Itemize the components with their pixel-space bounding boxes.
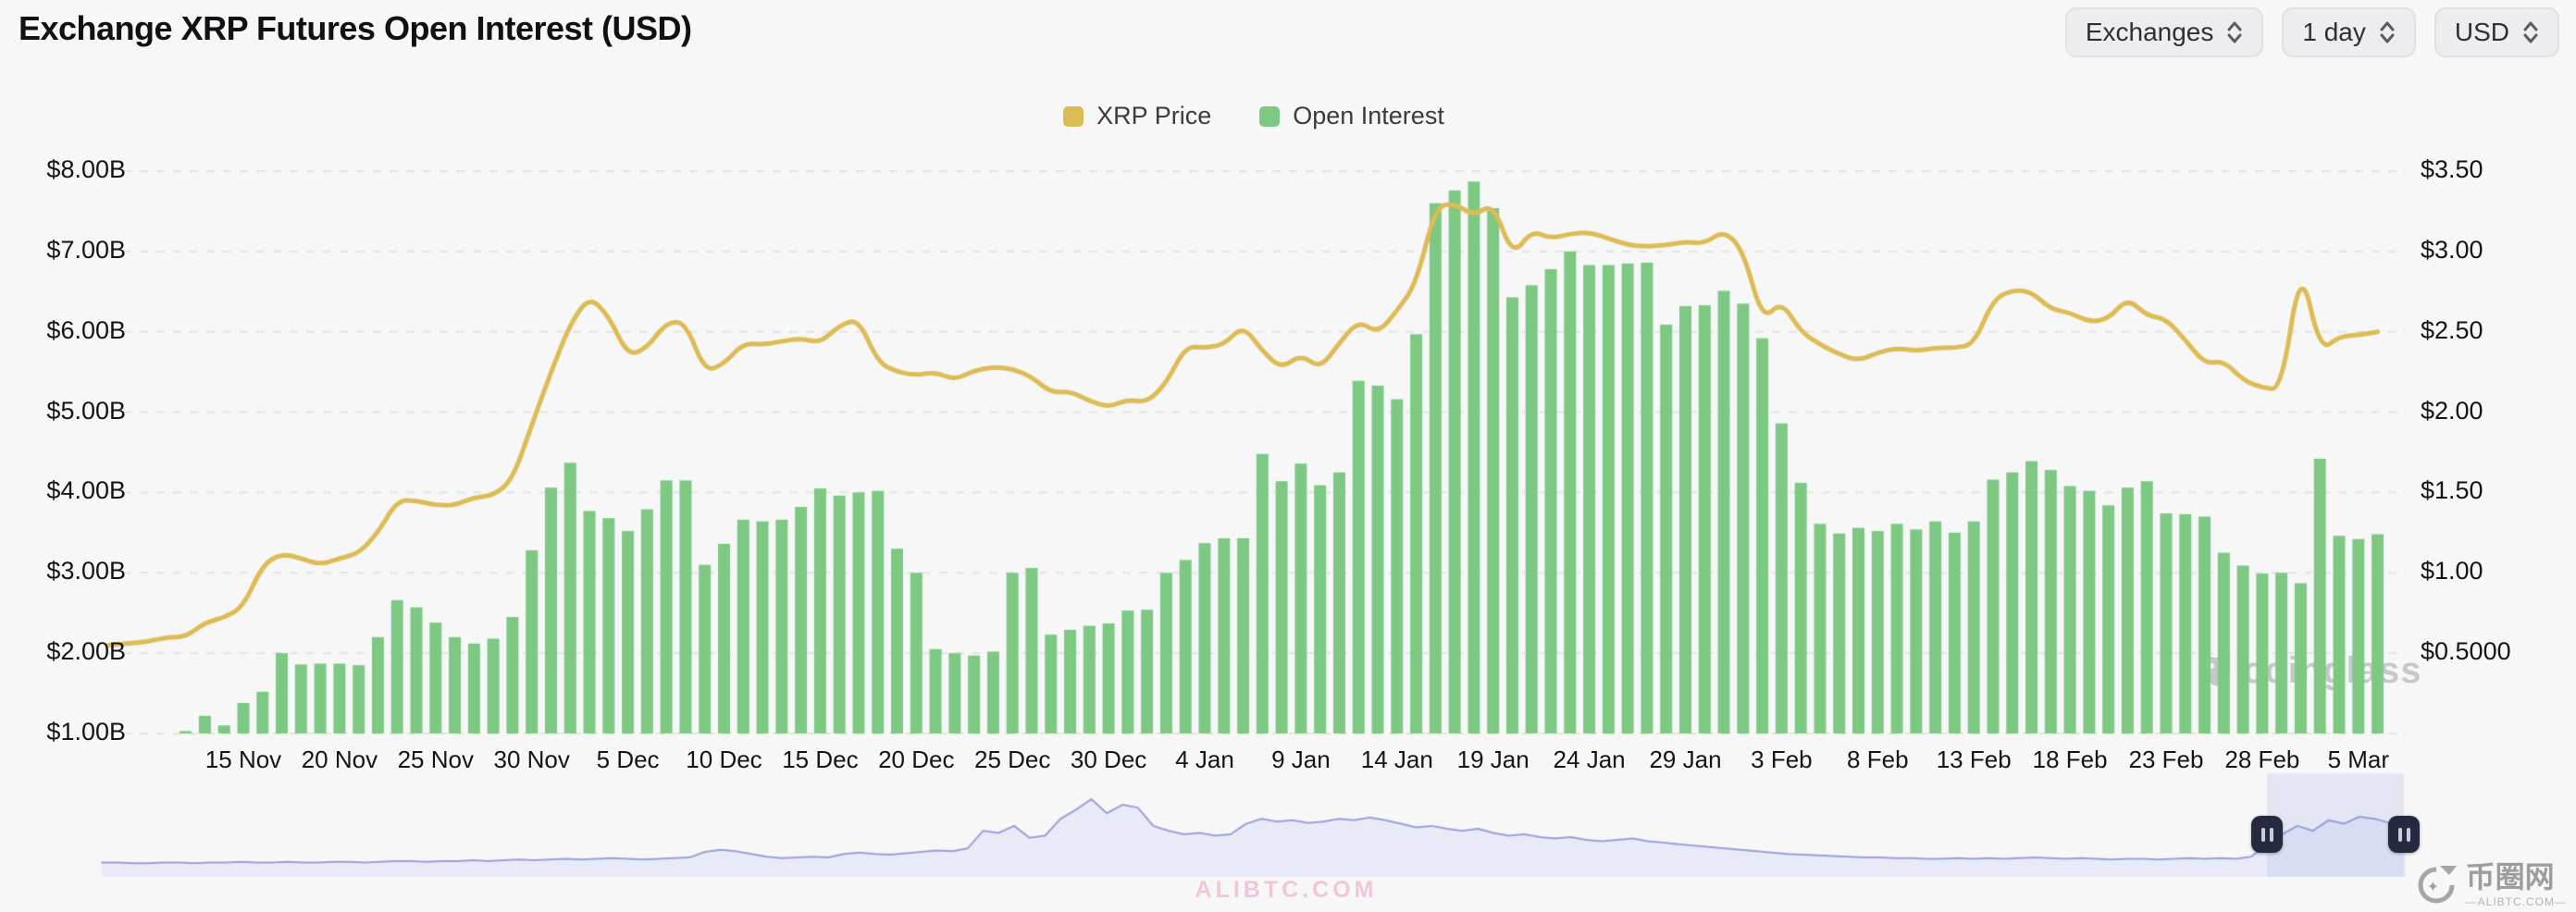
updown-chevron-icon [2379,20,2396,44]
y-axis-right-label: $1.50 [2421,476,2483,505]
x-axis-label: 9 Jan [1271,746,1331,773]
x-axis-label: 25 Dec [973,746,1051,773]
legend-swatch [1063,105,1084,127]
legend-label: XRP Price [1096,102,1212,129]
chart-legend: XRP Price Open Interest [102,102,2406,130]
x-axis-label: 8 Feb [1847,746,1909,773]
x-axis-label: 20 Nov [301,746,378,773]
dropdown-1-day[interactable]: 1 day [2282,7,2416,57]
legend-item-xrp-price[interactable]: XRP Price [1063,102,1211,130]
star-icon: ✦ [2426,880,2440,895]
x-axis-label: 4 Jan [1175,746,1234,773]
biquanwang-logo-icon: ✦ [2414,863,2458,907]
updown-chevron-icon [2522,20,2539,44]
y-axis-left-label: $3.00B [46,557,126,585]
x-axis-label: 23 Feb [2128,746,2204,773]
y-axis-left-label: $6.00B [46,315,126,344]
coinglass-watermark: coinglass [2200,649,2422,693]
y-axis-right-label: $2.00 [2421,396,2483,425]
x-axis-label: 5 Dec [596,746,660,773]
x-axis-label: 24 Jan [1553,746,1626,773]
y-axis-left-label: $4.00B [46,476,126,505]
y-axis-right-label: $3.00 [2421,235,2483,264]
y-axis-left-label: $8.00B [46,155,126,183]
x-axis-label: 25 Nov [397,746,474,773]
x-axis-label: 20 Dec [878,746,955,773]
x-axis-label: 18 Feb [2032,746,2108,773]
biquanwang-sub: —ALIBTC.COM— [2465,895,2567,908]
x-axis-label: 15 Dec [782,746,859,773]
dropdown-exchanges[interactable]: Exchanges [2064,7,2264,57]
y-axis-right-label: $0.5000 [2421,637,2511,666]
legend-swatch [1259,105,1281,127]
x-axis-label: 30 Dec [1070,746,1147,773]
x-axis-label: 29 Jan [1649,746,1722,773]
x-axis-label: 3 Feb [1751,746,1813,773]
updown-chevron-icon [2226,20,2243,44]
page-title: Exchange XRP Futures Open Interest (USD) [19,9,692,47]
x-axis-label: 13 Feb [1936,746,2012,773]
coinglass-logo-icon [2200,649,2234,693]
dropdown-usd[interactable]: USD [2434,7,2559,57]
biquanwang-name: 币圈网 [2465,860,2555,894]
x-axis-label: 5 Mar [2327,746,2390,773]
x-axis-label: 19 Jan [1456,746,1530,773]
x-axis-label: 28 Feb [2224,746,2300,773]
navigator-right-handle[interactable] [2388,816,2420,853]
y-axis-left-label: $1.00B [46,717,126,746]
y-axis-left-label: $7.00B [46,235,126,264]
y-axis-right-label: $2.50 [2421,315,2483,344]
dropdown-label: 1 day [2302,18,2366,46]
x-axis-label: 15 Nov [204,746,282,773]
y-axis-right-label: $3.50 [2421,155,2483,183]
albtc-watermark: ALIBTC.COM [1195,877,1378,903]
legend-item-open-interest[interactable]: Open Interest [1259,102,1444,130]
legend-label: Open Interest [1293,102,1444,129]
coinglass-watermark-text: coinglass [2243,650,2422,691]
dropdown-label: Exchanges [2085,18,2214,46]
x-axis-label: 30 Nov [493,746,570,773]
y-axis-left-label: $2.00B [46,637,126,666]
chart-controls: Exchanges 1 day USD [2064,7,2559,57]
y-axis-right-label: $1.00 [2421,557,2483,585]
biquanwang-watermark: ✦ 币圈网 —ALIBTC.COM— [2414,862,2567,908]
dropdown-label: USD [2454,18,2509,46]
x-axis-label: 10 Dec [686,746,762,773]
y-axis-left-label: $5.00B [46,396,126,425]
x-axis-label: 14 Jan [1360,746,1433,773]
navigator-left-handle[interactable] [2251,816,2284,853]
